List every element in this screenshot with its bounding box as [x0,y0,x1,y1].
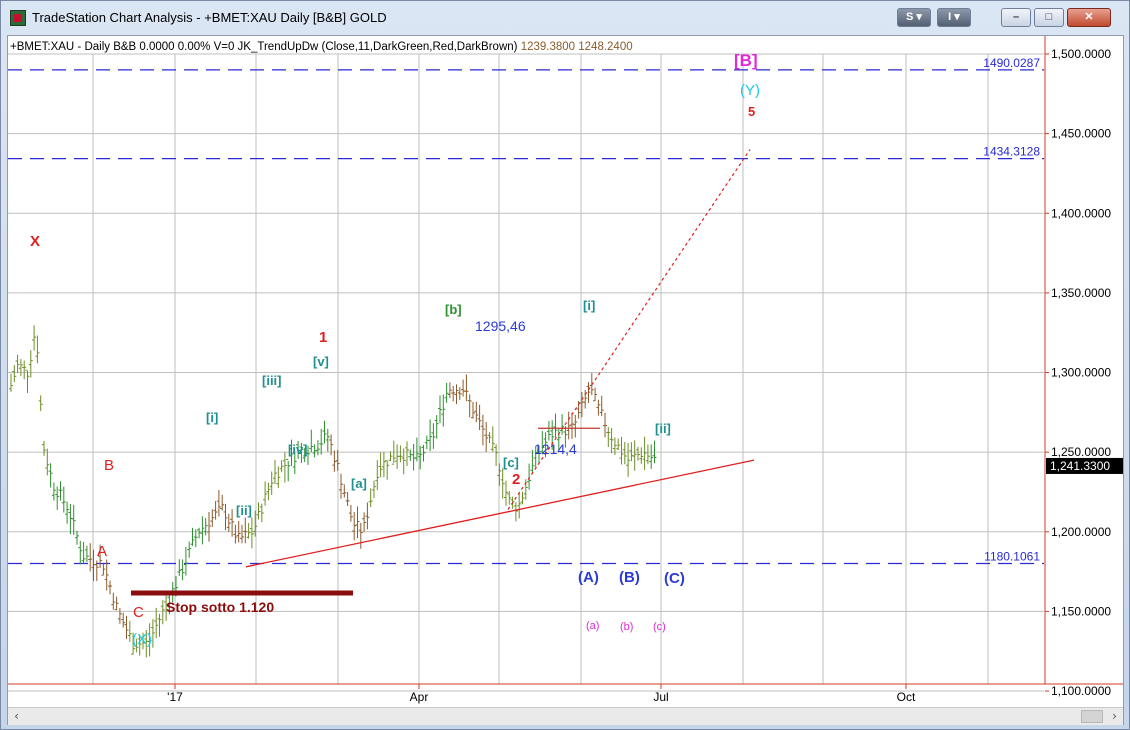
wave-iii-label: [iii] [262,373,282,388]
price-tick-label: 1,150.0000 [1051,604,1111,618]
wave-A-label: A [97,543,107,560]
close-button[interactable]: ✕ [1067,8,1111,27]
wave-v-label: [v] [313,354,329,369]
wave-a-label: [a] [351,476,367,491]
wave-C-label: C [133,604,144,621]
chart-axes: 1,500.0000 1,450.0000 1,400.0000 1,350.0000… [8,36,1123,704]
minimize-button[interactable]: – [1001,8,1031,27]
wave-1-label: 1 [319,329,327,346]
i-button[interactable]: I ▾ [937,8,971,27]
wave-b-label: [b] [445,302,462,317]
price-tick-label: 1,300.0000 [1051,366,1111,380]
price-tick-label: 1,250.0000 [1051,445,1111,459]
time-tick-label: '17 [167,690,183,704]
ohlc-bars [9,325,657,658]
support-trendline [245,459,755,568]
scroll-right-icon[interactable]: › [1112,709,1117,723]
wave-X-label: X [30,233,40,250]
wave-5-label: 5 [748,104,755,119]
level-label: 1434.3128 [983,145,1040,159]
wave-B-big-label: (B) [619,569,640,586]
price-tick-label: 1,350.0000 [1051,286,1111,300]
wave-b-small-label: (b) [620,621,633,633]
wave-lines [131,149,755,596]
horizontal-scrollbar[interactable]: ‹ › [8,707,1123,725]
price-tick-label: 1,500.0000 [1051,47,1111,61]
price-tick-label: 1,100.0000 [1051,684,1111,698]
wave-i-label: [i] [206,410,218,425]
wave-ii2-label: [ii] [655,421,671,436]
chart-area[interactable]: 1490.0287 1434.3128 1180.1061 1,500.0000 1,… [7,35,1124,725]
horizontal-levels: 1490.0287 1434.3128 1180.1061 [8,56,1044,565]
wave-C-big-label: (C) [664,570,685,587]
wave-c-label: [c] [503,455,519,470]
wave-Y-label: (Y) [740,82,760,99]
wave-A-big-label: (A) [578,569,599,586]
scroll-left-icon[interactable]: ‹ [14,709,19,723]
high-price-label: 1295,46 [475,318,526,334]
s-button[interactable]: S ▾ [897,8,931,27]
title-bar[interactable]: TradeStation Chart Analysis - +BMET:XAU … [1,1,1129,35]
price-tick-label: 1,400.0000 [1051,206,1111,220]
scroll-thumb[interactable] [1081,710,1103,723]
last-price-box [1046,457,1123,474]
wave-i2-label: [i] [583,298,595,313]
wave-ii-label: [ii] [236,503,252,518]
maximize-button[interactable]: □ [1034,8,1064,27]
time-tick-label: Oct [897,690,916,704]
last-price-label: 1,241.3300 [1050,459,1110,473]
wave-B-label: B [104,457,114,474]
wave-a-small-label: (a) [586,620,599,632]
price-tick-label: 1,200.0000 [1051,525,1111,539]
price-tick-label: 1,450.0000 [1051,127,1111,141]
wave-labels: +BMET:XAU - Daily B&B 0.0000 0.00% V=0 J… [10,41,760,648]
wave-B-top-label: [B] [734,51,758,70]
low-price-label: 1214,4 [534,441,577,457]
wave-iv-label: [iv] [288,442,308,457]
wave-X-paren-label: (X) [132,631,152,648]
window-title: TradeStation Chart Analysis - +BMET:XAU … [32,10,387,25]
level-label: 1180.1061 [984,549,1040,563]
stop-label: Stop sotto 1.120 [166,599,274,615]
chart-header: +BMET:XAU - Daily B&B 0.0000 0.00% V=0 J… [10,41,633,53]
time-tick-label: Jul [653,690,668,704]
wave-c-small-label: (c) [653,621,666,633]
time-tick-label: Apr [410,690,429,704]
wave-2-label: 2 [512,471,520,488]
level-label: 1490.0287 [983,56,1040,70]
tradestation-app-icon [10,10,26,26]
projection-line [507,149,751,510]
